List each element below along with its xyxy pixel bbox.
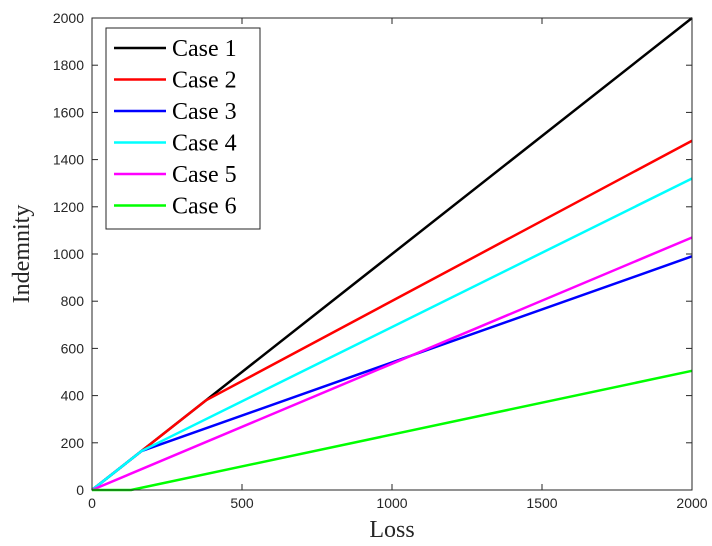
- x-axis-ticks: 0 500 1000 1500 2000: [88, 18, 708, 511]
- y-tick-label: 800: [61, 293, 85, 309]
- y-axis-label: Indemnity: [9, 205, 35, 304]
- legend: Case 1 Case 2 Case 3 Case 4 Case 5 Case 6: [105, 27, 261, 230]
- y-tick-label: 1800: [53, 57, 84, 73]
- legend-label: Case 2: [172, 68, 237, 94]
- y-tick-label: 1400: [53, 152, 84, 168]
- legend-box: [105, 27, 261, 230]
- legend-label: Case 1: [172, 36, 237, 62]
- y-tick-label: 1000: [53, 246, 84, 262]
- series-line-3: [91, 255, 693, 491]
- y-tick-label: 1200: [53, 199, 84, 215]
- x-tick-label: 1500: [526, 495, 557, 511]
- series-line-4: [91, 177, 693, 491]
- y-tick-label: 600: [61, 340, 85, 356]
- series-line-5: [91, 236, 693, 492]
- x-tick-label: 500: [230, 495, 254, 511]
- y-tick-label: 200: [61, 435, 85, 451]
- y-axis-ticks: 0 200 400 600 800 1000 1200 1400 1600 1800 2000: [53, 10, 692, 498]
- legend-label: Case 5: [172, 162, 237, 188]
- y-tick-label: 0: [76, 482, 84, 498]
- y-tick-label: 2000: [53, 10, 84, 26]
- x-tick-label: 1000: [376, 495, 407, 511]
- y-tick-label: 400: [61, 388, 85, 404]
- legend-label: Case 4: [172, 131, 237, 157]
- y-tick-label: 1600: [53, 104, 84, 120]
- x-axis-label: Loss: [369, 517, 414, 543]
- x-tick-label: 0: [88, 495, 96, 511]
- legend-label: Case 6: [172, 194, 237, 220]
- legend-label: Case 3: [172, 99, 237, 125]
- x-tick-label: 2000: [676, 495, 707, 511]
